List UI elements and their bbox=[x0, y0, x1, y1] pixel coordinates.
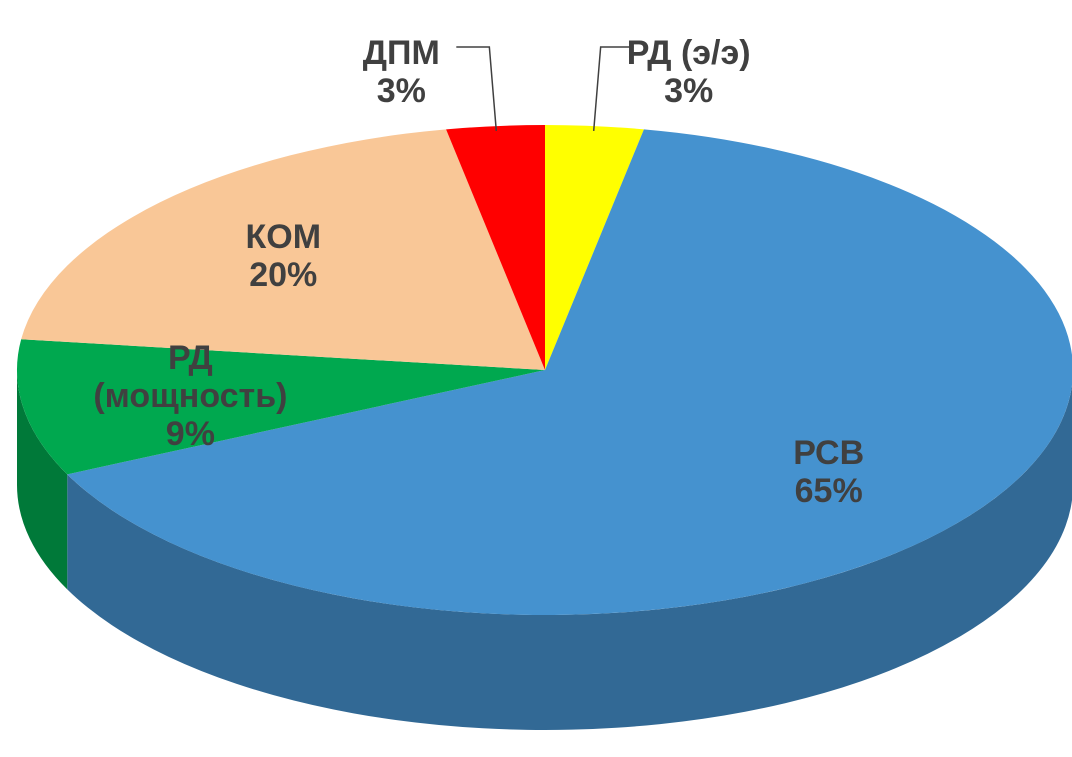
slice bbox=[21, 129, 545, 370]
data-label: КОМ 20% bbox=[246, 218, 322, 294]
data-label-value: 65% bbox=[794, 472, 863, 511]
slice-side bbox=[67, 384, 1072, 730]
data-label-category: РСВ bbox=[793, 434, 865, 473]
data-label-value: 20% bbox=[249, 255, 318, 294]
data-label-category: РД (мощность) bbox=[93, 339, 288, 416]
leader-line bbox=[592, 46, 634, 132]
data-label-category: КОМ bbox=[245, 217, 322, 256]
slice bbox=[545, 125, 644, 370]
leader-line bbox=[456, 46, 498, 132]
slice bbox=[446, 125, 545, 370]
slice bbox=[16, 339, 546, 475]
data-label: ДПМ 3% bbox=[363, 34, 440, 110]
data-label-category: ДПМ bbox=[362, 34, 440, 72]
data-label: РД (мощность) 9% bbox=[75, 339, 305, 453]
data-label-value: 3% bbox=[664, 72, 714, 110]
data-label-category: РД (э/э) bbox=[626, 34, 751, 72]
data-label-value: 3% bbox=[376, 72, 426, 110]
data-label: РД (э/э) 3% bbox=[627, 34, 751, 110]
slice-side bbox=[17, 370, 68, 590]
data-label: РСВ 65% bbox=[793, 434, 864, 510]
slice bbox=[67, 129, 1072, 615]
data-label-value: 9% bbox=[165, 415, 215, 454]
